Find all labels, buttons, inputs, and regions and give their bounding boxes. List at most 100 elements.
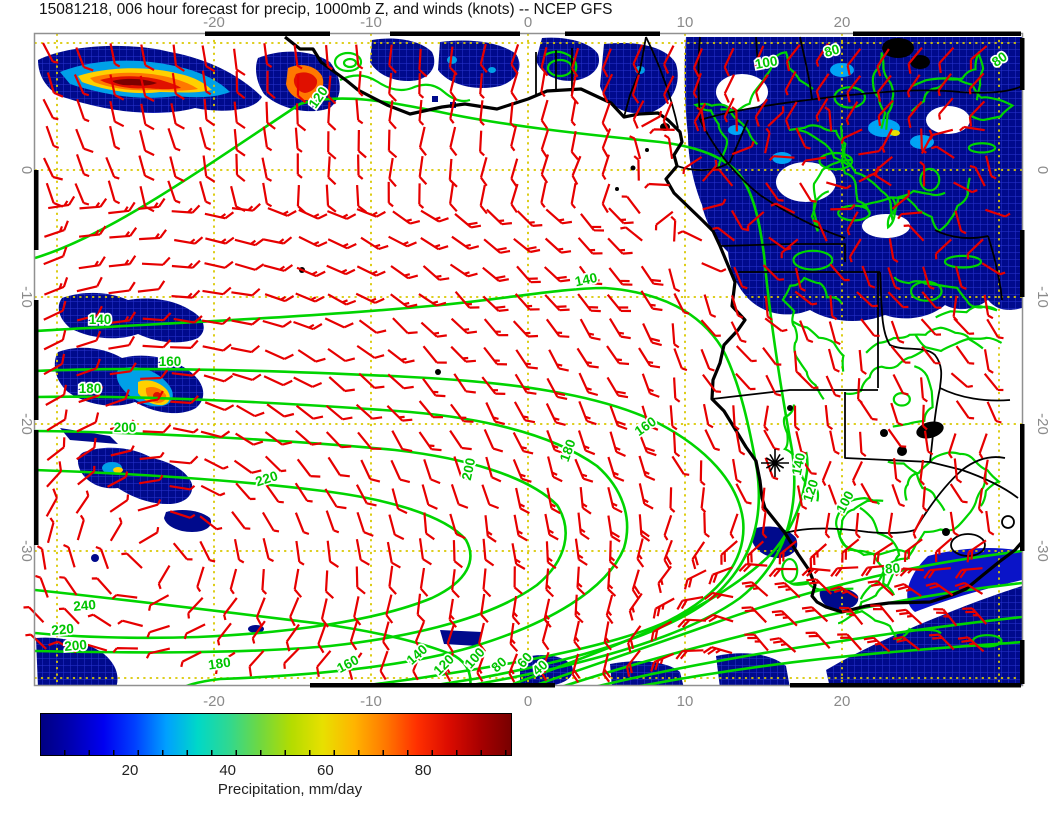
- wind-barb: [264, 349, 294, 361]
- wind-barb: [481, 376, 506, 395]
- wind-barb: [576, 347, 599, 369]
- wind-barb: [601, 154, 610, 180]
- wind-barb: [806, 578, 833, 595]
- contour-100: [505, 451, 809, 686]
- wind-barb: [294, 482, 313, 503]
- wind-barb: [35, 574, 49, 598]
- wind-barb: [570, 130, 579, 161]
- wind-barb: [887, 512, 894, 539]
- wind-barb: [625, 649, 641, 677]
- wind-barb: [200, 484, 226, 497]
- wind-barb: [544, 237, 572, 254]
- wind-barb: [388, 44, 397, 74]
- wind-barb: [231, 511, 251, 530]
- wind-barb: [978, 433, 988, 459]
- wind-barb: [601, 128, 612, 158]
- wind-barb: [769, 637, 797, 653]
- wind-barb: [606, 345, 630, 366]
- frame-zebra-segment: [790, 683, 1021, 688]
- wind-barb: [671, 323, 680, 349]
- wind-barb: [761, 487, 767, 514]
- wind-barb: [753, 45, 765, 71]
- colorbar-tick-label: 40: [219, 762, 237, 779]
- wind-barb: [799, 182, 817, 203]
- right-tick-label: -10: [1034, 286, 1051, 308]
- wind-barb: [76, 305, 103, 322]
- wind-barb: [544, 294, 570, 312]
- wind-barb: [829, 263, 850, 282]
- frame-zebra-segment: [34, 300, 39, 420]
- wind-barb: [360, 236, 389, 251]
- wind-barb: [580, 213, 605, 232]
- wind-barb: [360, 459, 381, 483]
- wind-barb: [954, 266, 967, 290]
- wind-barb: [293, 44, 303, 70]
- wind-barb: [574, 538, 588, 566]
- wind-barb: [839, 606, 864, 626]
- bottom-tick-label: 20: [834, 693, 851, 710]
- wind-barb: [741, 581, 769, 597]
- wind-barb: [925, 582, 954, 597]
- right-tick-label: 0: [1034, 166, 1051, 174]
- wind-barb: [199, 181, 212, 205]
- contour-label: 160: [334, 652, 361, 676]
- wind-barb: [515, 349, 538, 370]
- wind-barb: [420, 236, 449, 251]
- wind-barb: [79, 197, 108, 210]
- wind-barb: [297, 349, 326, 363]
- wind-barb: [693, 102, 707, 132]
- wind-barb: [700, 319, 721, 337]
- wind-barb: [841, 538, 860, 563]
- wind-barb: [109, 125, 121, 151]
- wind-barb: [545, 318, 570, 338]
- wind-barb: [234, 262, 265, 271]
- wind-barb: [541, 620, 550, 651]
- wind-barb: [601, 183, 611, 214]
- wind-barb: [142, 339, 172, 349]
- wind-barb: [738, 562, 768, 573]
- contour-label: 160: [159, 354, 182, 369]
- wind-barb: [264, 431, 293, 446]
- wind-barb: [938, 97, 954, 120]
- wind-barb: [858, 349, 867, 375]
- wind-barb: [262, 537, 274, 563]
- wind-barb: [631, 569, 641, 599]
- wind-barb: [860, 482, 878, 504]
- wind-barb: [294, 512, 310, 536]
- wind-barb: [235, 71, 246, 100]
- wind-barb: [325, 45, 333, 71]
- wind-barb: [863, 636, 891, 653]
- wind-barb: [621, 195, 641, 215]
- wind-barb: [264, 455, 287, 473]
- wind-barb: [514, 373, 537, 395]
- wind-barb: [720, 540, 738, 565]
- wind-barb: [641, 110, 663, 128]
- wind-barb: [877, 99, 894, 126]
- wind-barb: [856, 291, 878, 308]
- wind-barb: [325, 404, 353, 421]
- wind-barb: [173, 315, 203, 324]
- wind-barb: [798, 455, 817, 475]
- wind-barb: [662, 101, 673, 131]
- map-title: 15081218, 006 hour forecast for precip, …: [39, 1, 613, 18]
- wind-barb: [897, 211, 923, 220]
- wind-barb: [699, 460, 706, 486]
- land-contour-ring: [818, 151, 854, 171]
- wind-barb: [895, 608, 923, 625]
- frame-zebra-segment: [390, 31, 520, 36]
- wind-barb: [510, 44, 520, 74]
- wind-barb: [48, 640, 77, 654]
- wind-barb: [140, 369, 169, 380]
- wind-barb: [828, 321, 841, 346]
- wind-barb: [296, 185, 307, 214]
- wind-barb: [296, 153, 303, 179]
- wind-barb: [58, 607, 80, 625]
- wind-barb: [825, 181, 852, 190]
- contour-40: [595, 615, 1023, 686]
- wind-barb: [423, 459, 441, 485]
- wind-barb: [46, 409, 68, 432]
- wind-barb: [325, 431, 352, 449]
- wind-barb: [805, 631, 831, 649]
- contour-label: 220: [51, 621, 75, 638]
- wind-barb: [733, 266, 748, 290]
